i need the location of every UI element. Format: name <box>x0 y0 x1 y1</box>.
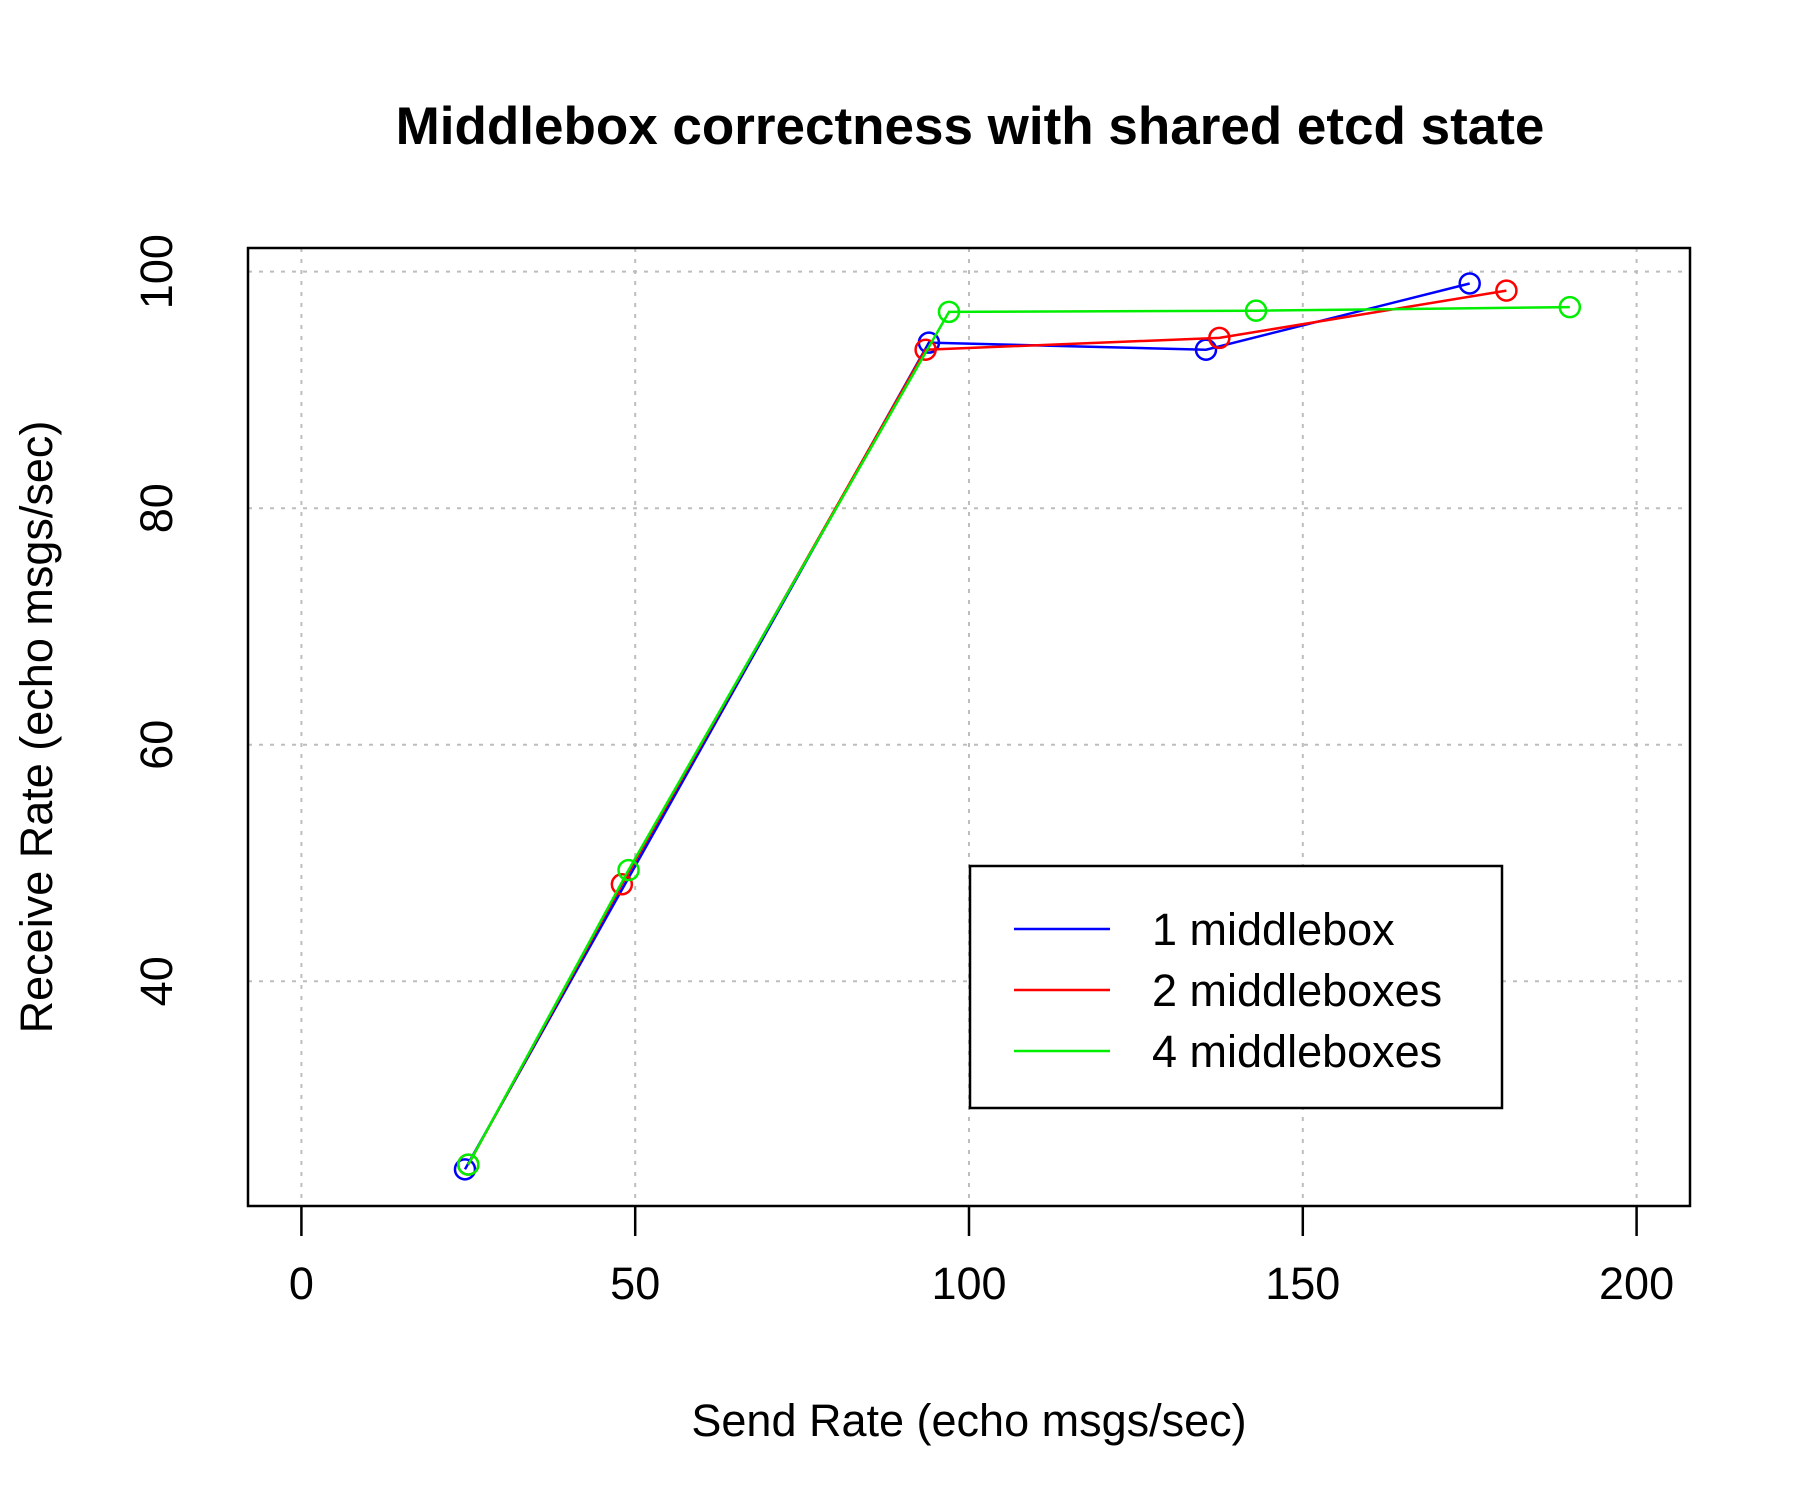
series-1-middlebox <box>453 272 1481 1181</box>
data-point-4-middleboxes <box>1558 295 1582 319</box>
x-axis-label: Send Rate (echo msgs/sec) <box>691 1395 1246 1446</box>
x-tick-label-50: 50 <box>610 1258 660 1309</box>
x-axis: 0 50 100 150 200 <box>289 1206 1674 1309</box>
series-group <box>453 272 1582 1181</box>
x-tick-label-100: 100 <box>931 1258 1006 1309</box>
chart-title: Middlebox correctness with shared etcd s… <box>396 97 1545 156</box>
x-tick-label-0: 0 <box>289 1258 314 1309</box>
x-tick-label-150: 150 <box>1265 1258 1340 1309</box>
y-tick-label-80: 80 <box>131 483 182 533</box>
data-point-4-middleboxes <box>617 858 640 882</box>
legend-label-2-middleboxes: 2 middleboxes <box>1152 965 1442 1016</box>
data-point-1-middlebox <box>453 1158 477 1181</box>
x-tick-label-200: 200 <box>1599 1258 1674 1309</box>
legend: 1 middlebox 2 middleboxes 4 middleboxes <box>968 864 1504 1110</box>
series-line-1-middlebox <box>463 282 1471 1170</box>
data-point-2-middleboxes <box>610 873 634 896</box>
data-point-1-middlebox <box>1458 272 1481 295</box>
legend-label-4-middleboxes: 4 middleboxes <box>1152 1026 1442 1077</box>
data-point-2-middleboxes <box>914 338 937 361</box>
legend-box <box>968 864 1504 1110</box>
y-tick-label-40: 40 <box>131 956 182 1006</box>
data-point-4-middleboxes <box>937 300 961 324</box>
data-point-2-middleboxes <box>1495 279 1518 302</box>
legend-label-1-middlebox: 1 middlebox <box>1152 904 1395 955</box>
data-point-2-middleboxes <box>1208 326 1231 350</box>
series-line-4-middleboxes <box>467 305 1570 1166</box>
y-axis-label: Receive Rate (echo msgs/sec) <box>11 421 62 1034</box>
data-point-4-middleboxes <box>1244 299 1268 322</box>
y-axis: 40 60 80 100 <box>131 234 182 1006</box>
y-tick-label-60: 60 <box>131 720 182 770</box>
y-tick-label-100: 100 <box>131 234 182 309</box>
data-point-1-middlebox <box>1194 338 1218 361</box>
series-4-middleboxes <box>457 295 1582 1176</box>
data-point-4-middleboxes <box>457 1153 480 1176</box>
